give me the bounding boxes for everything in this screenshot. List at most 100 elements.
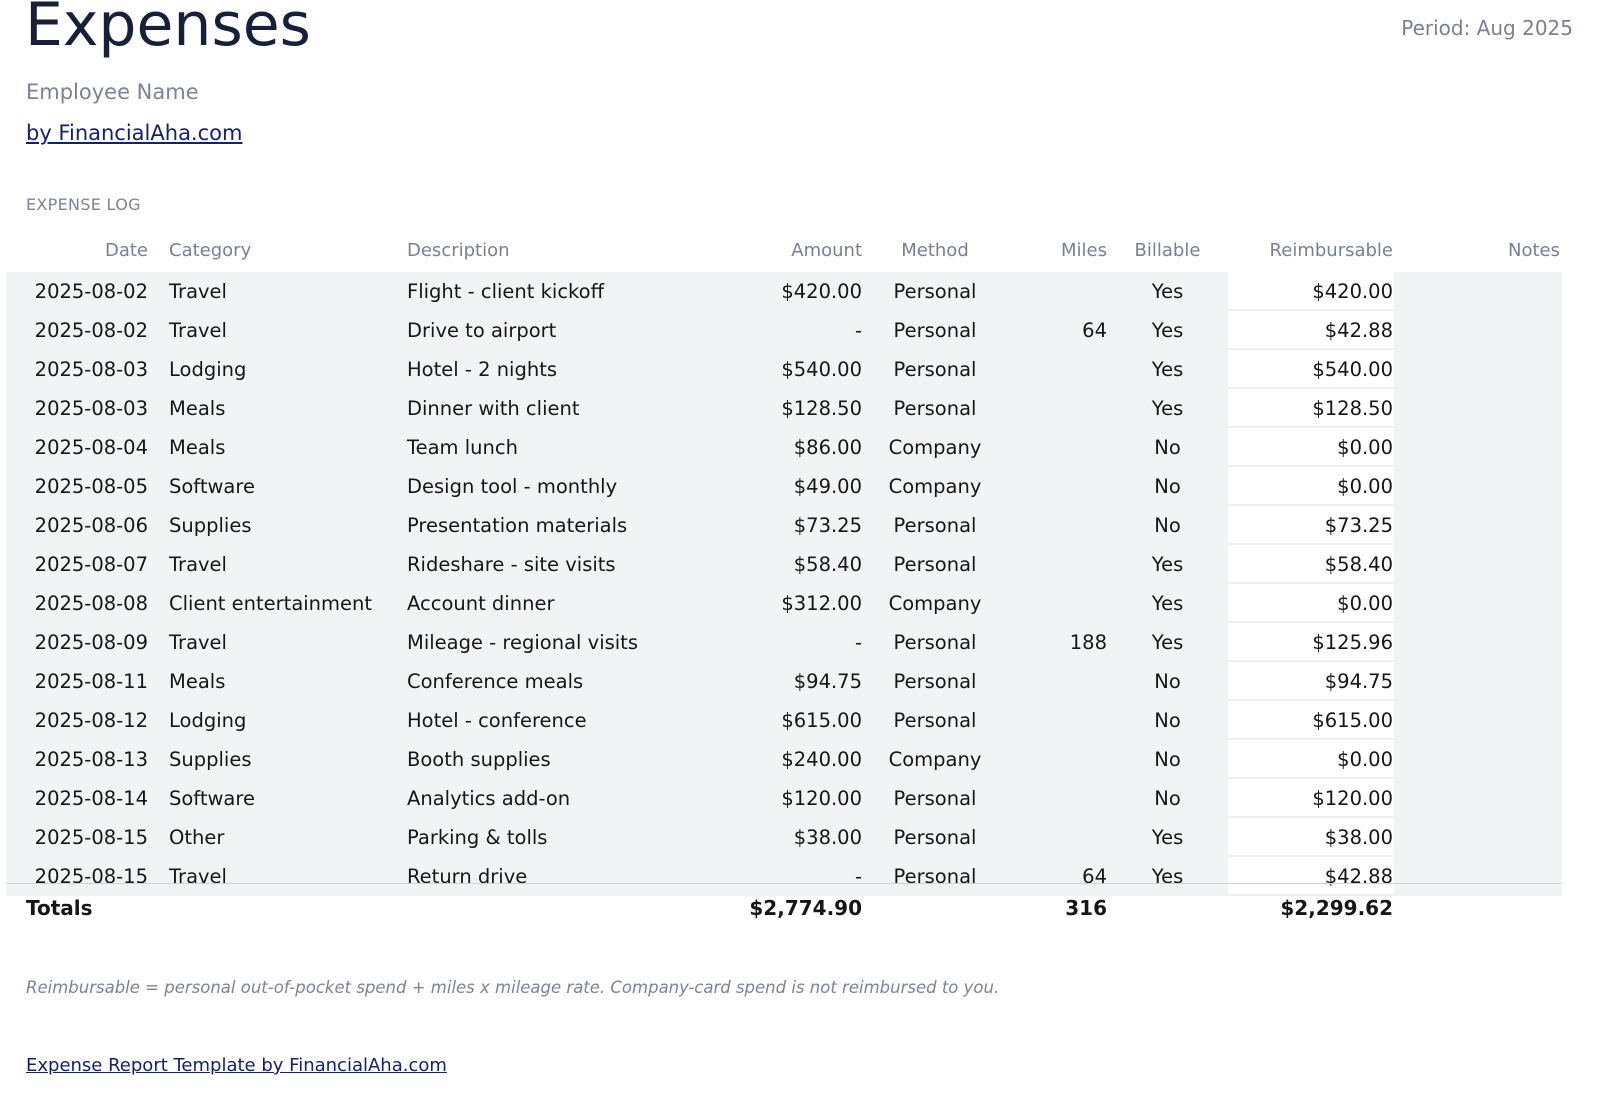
cell-reimbursable[interactable]: $0.00 [1337,436,1393,459]
cell-category[interactable]: Meals [169,436,226,459]
cell-category[interactable]: Other [169,826,225,849]
cell-description[interactable]: Drive to airport [407,319,557,342]
cell-amount[interactable]: $94.75 [793,670,862,693]
cell-reimbursable[interactable]: $38.00 [1324,826,1393,849]
cell-reimbursable[interactable]: $128.50 [1312,397,1393,420]
cell-amount[interactable]: - [854,865,862,888]
cell-category[interactable]: Supplies [169,748,252,771]
cell-miles[interactable]: 64 [1082,865,1107,888]
cell-amount[interactable]: $38.00 [793,826,862,849]
cell-category[interactable]: Lodging [169,709,247,732]
cell-reimbursable[interactable]: $0.00 [1337,475,1393,498]
cell-description[interactable]: Parking & tolls [407,826,548,849]
cell-date[interactable]: 2025-08-15 [34,865,148,888]
cell-method[interactable]: Company [888,475,982,498]
cell-method[interactable]: Personal [893,826,977,849]
cell-billable[interactable]: Yes [1151,319,1184,342]
cell-date[interactable]: 2025-08-02 [34,319,148,342]
cell-date[interactable]: 2025-08-06 [34,514,148,537]
cell-description[interactable]: Hotel - 2 nights [407,358,558,381]
cell-miles[interactable]: 188 [1069,631,1107,654]
cell-method[interactable]: Personal [893,358,977,381]
cell-description[interactable]: Return drive [407,865,528,888]
cell-date[interactable]: 2025-08-03 [34,358,148,381]
cell-amount[interactable]: - [854,631,862,654]
footer-link[interactable]: Expense Report Template by FinancialAha.… [26,1055,447,1076]
cell-billable[interactable]: Yes [1151,826,1184,849]
cell-method[interactable]: Personal [893,709,977,732]
cell-billable[interactable]: No [1154,670,1181,693]
cell-description[interactable]: Account dinner [407,592,555,615]
cell-reimbursable[interactable]: $420.00 [1312,280,1393,303]
cell-method[interactable]: Personal [893,865,977,888]
cell-billable[interactable]: Yes [1151,592,1184,615]
cell-description[interactable]: Booth supplies [407,748,551,771]
cell-description[interactable]: Flight - client kickoff [407,280,605,303]
cell-billable[interactable]: No [1154,436,1181,459]
cell-reimbursable[interactable]: $615.00 [1312,709,1393,732]
cell-date[interactable]: 2025-08-03 [34,397,148,420]
cell-date[interactable]: 2025-08-02 [34,280,148,303]
cell-date[interactable]: 2025-08-14 [34,787,148,810]
cell-category[interactable]: Meals [169,397,226,420]
byline-link[interactable]: by FinancialAha.com [26,121,243,145]
cell-reimbursable[interactable]: $58.40 [1324,553,1393,576]
cell-category[interactable]: Travel [169,319,227,342]
cell-description[interactable]: Design tool - monthly [407,475,618,498]
cell-method[interactable]: Personal [893,670,977,693]
cell-amount[interactable]: $540.00 [781,358,862,381]
cell-reimbursable[interactable]: $73.25 [1324,514,1393,537]
cell-date[interactable]: 2025-08-08 [34,592,148,615]
cell-method[interactable]: Personal [893,280,977,303]
cell-description[interactable]: Presentation materials [407,514,628,537]
cell-amount[interactable]: $128.50 [781,397,862,420]
cell-method[interactable]: Company [888,436,982,459]
cell-method[interactable]: Personal [893,631,977,654]
cell-amount[interactable]: $420.00 [781,280,862,303]
cell-amount[interactable]: $73.25 [793,514,862,537]
cell-reimbursable[interactable]: $120.00 [1312,787,1393,810]
cell-category[interactable]: Lodging [169,358,247,381]
cell-description[interactable]: Analytics add-on [407,787,571,810]
cell-amount[interactable]: $86.00 [793,436,862,459]
cell-billable[interactable]: No [1154,787,1181,810]
cell-billable[interactable]: No [1154,709,1181,732]
cell-date[interactable]: 2025-08-11 [34,670,148,693]
cell-method[interactable]: Company [888,748,982,771]
cell-amount[interactable]: $312.00 [781,592,862,615]
cell-reimbursable[interactable]: $0.00 [1337,592,1393,615]
cell-description[interactable]: Conference meals [407,670,584,693]
cell-date[interactable]: 2025-08-07 [34,553,148,576]
cell-billable[interactable]: Yes [1151,280,1184,303]
cell-amount[interactable]: $49.00 [793,475,862,498]
cell-date[interactable]: 2025-08-13 [34,748,148,771]
cell-date[interactable]: 2025-08-05 [34,475,148,498]
cell-billable[interactable]: No [1154,514,1181,537]
cell-category[interactable]: Travel [169,865,227,888]
cell-method[interactable]: Personal [893,397,977,420]
cell-category[interactable]: Meals [169,670,226,693]
cell-category[interactable]: Travel [169,631,227,654]
cell-billable[interactable]: Yes [1151,553,1184,576]
cell-description[interactable]: Rideshare - site visits [407,553,616,576]
employee-name[interactable]: Employee Name [26,80,199,104]
cell-amount[interactable]: $240.00 [781,748,862,771]
cell-category[interactable]: Travel [169,553,227,576]
cell-method[interactable]: Personal [893,319,977,342]
cell-description[interactable]: Mileage - regional visits [407,631,638,654]
cell-reimbursable[interactable]: $540.00 [1312,358,1393,381]
cell-reimbursable[interactable]: $0.00 [1337,748,1393,771]
cell-billable[interactable]: Yes [1151,358,1184,381]
cell-method[interactable]: Personal [893,787,977,810]
cell-reimbursable[interactable]: $42.88 [1324,865,1393,888]
cell-category[interactable]: Software [169,475,255,498]
cell-reimbursable[interactable]: $125.96 [1312,631,1393,654]
cell-billable[interactable]: No [1154,475,1181,498]
cell-description[interactable]: Hotel - conference [407,709,587,732]
cell-category[interactable]: Software [169,787,255,810]
cell-reimbursable[interactable]: $94.75 [1324,670,1393,693]
cell-method[interactable]: Personal [893,514,977,537]
cell-amount[interactable]: $615.00 [781,709,862,732]
cell-date[interactable]: 2025-08-04 [34,436,148,459]
cell-billable[interactable]: Yes [1151,397,1184,420]
